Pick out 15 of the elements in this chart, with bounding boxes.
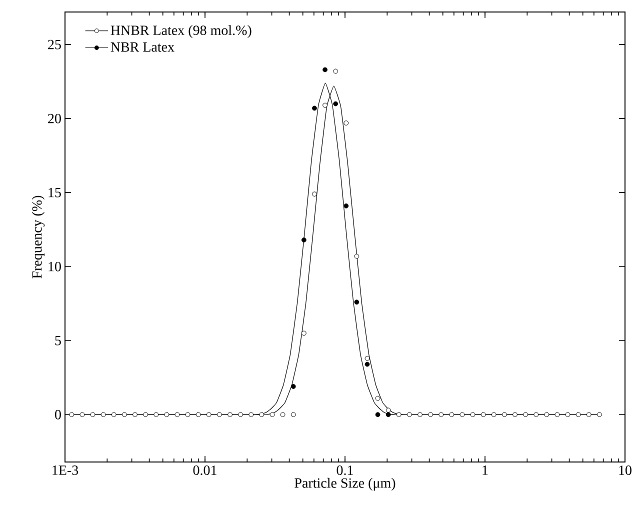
y-tick-label: 5 bbox=[55, 336, 61, 346]
x-tick-label: 10 bbox=[619, 466, 632, 475]
y-axis-title: Frequency (%) bbox=[32, 196, 45, 278]
y-tick-label: 15 bbox=[48, 188, 61, 198]
x-tick-label: 0.1 bbox=[336, 466, 353, 476]
x-tick-label: 1 bbox=[482, 466, 488, 475]
x-tick-label: 0.01 bbox=[193, 466, 216, 476]
y-tick-label: 20 bbox=[48, 114, 61, 124]
legend-label: HNBR Latex (98 mol.%) bbox=[110, 25, 252, 38]
x-axis-title: Particle Size (μm) bbox=[294, 478, 396, 491]
y-tick-label: 25 bbox=[48, 40, 61, 50]
legend-label: NBR Latex bbox=[110, 42, 174, 52]
y-tick-label: 10 bbox=[48, 262, 61, 272]
x-tick-label: 1E-3 bbox=[52, 466, 78, 475]
y-tick-label: 0 bbox=[55, 410, 61, 420]
